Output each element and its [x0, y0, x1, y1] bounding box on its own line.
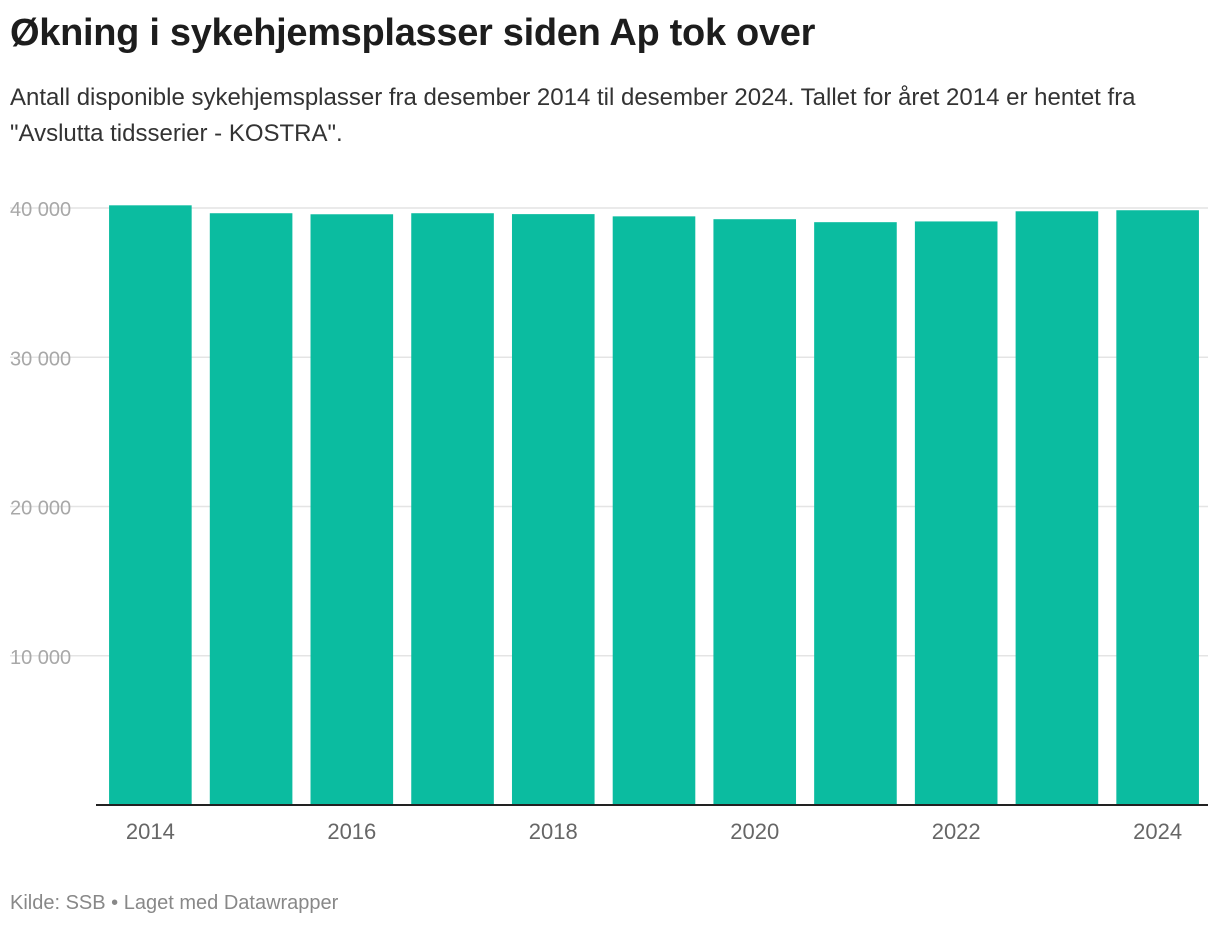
y-tick-label: 20 000: [10, 498, 71, 520]
footer: Kilde: SSB • Laget med Datawrapper: [10, 892, 338, 915]
bar-2015: [209, 213, 293, 805]
y-tick-label: 40 000: [10, 199, 71, 221]
bar-chart: 10 000 20 000 30 000 40 000 2014 2016 2018 202…: [10, 199, 1208, 844]
bar-2019: [612, 216, 696, 805]
bar-2023: [1015, 211, 1099, 805]
chart-title: Økning i sykehjemsplasser siden Ap tok o…: [10, 12, 816, 54]
bar-2018: [511, 214, 595, 805]
x-tick-label: 2016: [327, 819, 376, 844]
bars: [109, 205, 1199, 806]
bar-2022: [914, 221, 998, 805]
x-tick-label: 2018: [529, 819, 578, 844]
bar-2016: [310, 214, 394, 805]
grid-lines: [10, 207, 1208, 657]
bar-2020: [713, 219, 797, 806]
source-label: Kilde: SSB: [10, 892, 106, 914]
x-tick-label: 2022: [932, 819, 981, 844]
bar-2024: [1116, 210, 1199, 805]
bar-2021: [814, 222, 897, 806]
x-tick-label: 2020: [730, 819, 779, 844]
x-axis-labels: 2014 2016 2018 2020 2022 2024: [126, 819, 1182, 844]
x-tick-label: 2014: [126, 819, 175, 844]
footer-separator: •: [111, 892, 119, 914]
y-tick-label: 10 000: [10, 647, 71, 669]
chart-subtitle: Antall disponible sykehjemsplasser fra d…: [10, 84, 1136, 147]
y-tick-label: 30 000: [10, 348, 71, 370]
bar-2014: [109, 205, 192, 806]
y-axis-labels: 10 000 20 000 30 000 40 000: [10, 199, 71, 669]
bar-2017: [411, 213, 494, 805]
made-with-label: Laget med Datawrapper: [123, 892, 339, 914]
x-tick-label: 2024: [1133, 819, 1182, 844]
